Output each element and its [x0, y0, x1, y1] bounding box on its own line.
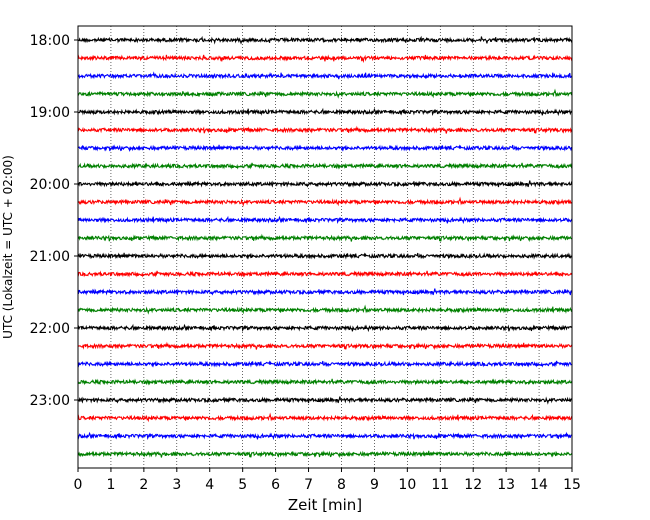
seismogram-trace — [77, 252, 573, 260]
seismogram-trace — [77, 412, 573, 423]
x-tick-label: 5 — [238, 477, 247, 493]
x-tick-label: 1 — [106, 477, 115, 493]
seismogram-trace — [77, 323, 573, 333]
seismogram-trace — [77, 71, 573, 80]
x-tick-label: 8 — [337, 477, 346, 493]
seismogram-trace — [77, 125, 573, 134]
x-tick-label: 2 — [139, 477, 148, 493]
x-tick-label: 0 — [74, 477, 83, 493]
y-tick-label: 23:00 — [30, 393, 70, 409]
seismogram-trace — [77, 215, 573, 225]
y-tick-label: 21:00 — [30, 249, 70, 265]
seismogram-trace — [77, 396, 573, 405]
seismogram-trace — [77, 35, 573, 45]
seismogram-trace — [77, 378, 573, 386]
x-tick-label: 10 — [398, 477, 416, 493]
x-tick-label: 12 — [464, 477, 482, 493]
x-tick-label: 4 — [205, 477, 214, 493]
seismogram-trace — [77, 288, 573, 296]
seismogram-traces — [77, 35, 573, 459]
seismogram-trace — [77, 304, 573, 315]
seismogram-trace — [78, 144, 573, 153]
x-tick-label: 9 — [370, 477, 379, 493]
x-tick-label: 6 — [271, 477, 280, 493]
x-axis-ticks: 0 1 2 3 4 5 6 7 8 9 10 11 12 13 14 15 — [74, 468, 581, 493]
seismogram-trace — [77, 54, 573, 64]
seismogram-trace — [77, 107, 573, 117]
x-tick-label: 14 — [530, 477, 548, 493]
seismogram-trace — [77, 162, 573, 170]
seismogram-trace — [77, 360, 573, 368]
x-tick-label: 3 — [172, 477, 181, 493]
y-axis-ticks: 18:00 19:00 20:00 21:00 22:00 23:00 — [30, 33, 78, 409]
x-axis-label: Zeit [min] — [288, 496, 362, 514]
y-tick-label: 22:00 — [30, 321, 70, 337]
y-axis-label: UTC (Lokalzeit = UTC + 02:00) — [1, 155, 15, 339]
seismogram-trace — [77, 196, 573, 207]
seismogram-trace — [77, 88, 573, 99]
seismogram-trace — [77, 341, 573, 351]
plot-frame — [77, 25, 573, 469]
seismogram-trace — [77, 270, 573, 278]
x-tick-label: 7 — [304, 477, 313, 493]
y-tick-label: 18:00 — [30, 33, 70, 49]
x-tick-label: 11 — [431, 477, 449, 493]
seismogram-trace — [77, 431, 573, 441]
x-tick-label: 13 — [497, 477, 515, 493]
x-tick-label: 15 — [563, 477, 581, 493]
seismogram-trace — [77, 233, 573, 243]
seismogram-trace — [77, 180, 573, 188]
y-tick-label: 20:00 — [30, 177, 70, 193]
seismogram-trace — [77, 450, 573, 459]
y-tick-label: 19:00 — [30, 105, 70, 121]
